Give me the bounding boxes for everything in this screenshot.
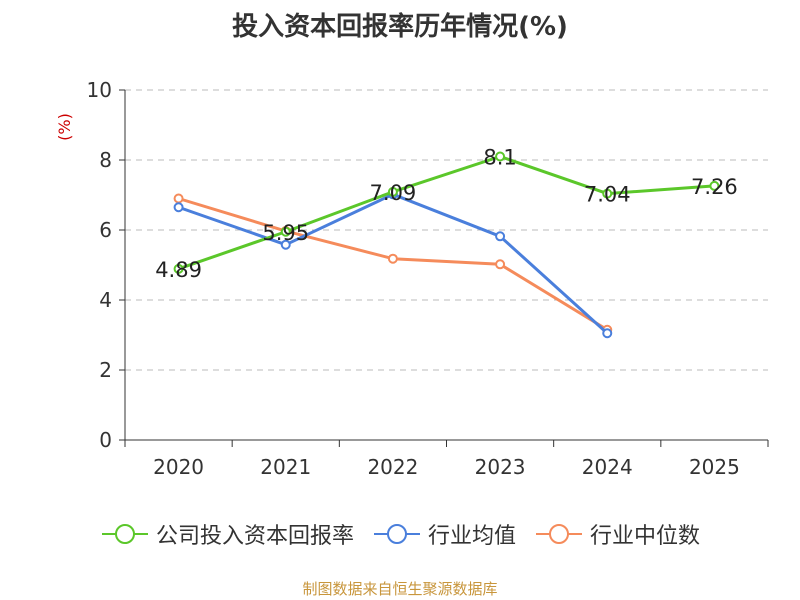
- data-point: [280, 239, 291, 250]
- legend-marker: [386, 524, 407, 544]
- legend-marker: [549, 524, 569, 544]
- y-tick-label: 10: [87, 78, 112, 102]
- chart-legend: 公司投入资本回报率 行业均值 行业中位数: [0, 518, 800, 550]
- data-point: [387, 186, 398, 197]
- data-point: [495, 259, 506, 270]
- legend-symbol-company: [101, 524, 148, 544]
- y-tick-label: 4: [99, 288, 112, 312]
- series-line-0: [178, 155, 715, 271]
- y-tick-label: 2: [99, 358, 112, 382]
- legend-label-industry-median: 行业中位数: [590, 524, 701, 549]
- data-point: [387, 253, 398, 264]
- data-point: [173, 202, 184, 213]
- data-label: 8.1: [483, 146, 516, 170]
- legend-symbol-industry-median: [536, 524, 582, 544]
- data-label: 7.26: [691, 175, 738, 199]
- legend-item-industry-mean[interactable]: 行业均值: [372, 518, 516, 550]
- data-point: [495, 151, 506, 162]
- data-point: [495, 231, 506, 242]
- legend-symbol-industry-mean: [373, 524, 420, 544]
- x-tick-label: 2024: [582, 455, 633, 479]
- legend-label-company: 公司投入资本回报率: [155, 524, 354, 549]
- legend-label-industry-mean: 行业均值: [427, 524, 516, 549]
- legend-item-industry-median[interactable]: 行业中位数: [534, 518, 700, 550]
- data-point: [602, 328, 613, 339]
- x-tick-label: 2022: [367, 455, 418, 479]
- data-point: [280, 226, 291, 237]
- y-axis-label: (%): [55, 113, 74, 141]
- x-tick-label: 2020: [153, 455, 204, 479]
- series-line-2: [178, 197, 609, 332]
- legend-marker: [114, 524, 135, 544]
- data-point: [709, 180, 720, 191]
- x-tick-label: 2021: [260, 455, 311, 479]
- data-label: 4.89: [155, 258, 202, 282]
- data-label: 5.95: [262, 221, 309, 245]
- data-point: [173, 193, 184, 204]
- x-tick-label: 2023: [475, 455, 526, 479]
- data-source-footer: 制图数据来自恒生聚源数据库: [302, 580, 498, 598]
- series-line-1: [178, 192, 609, 335]
- data-label: 7.09: [370, 181, 417, 205]
- data-label: 7.04: [584, 183, 631, 207]
- x-tick-label: 2025: [689, 455, 740, 479]
- legend-item-company[interactable]: 公司投入资本回报率: [100, 518, 354, 550]
- y-tick-label: 8: [99, 148, 112, 172]
- data-point: [173, 263, 184, 274]
- y-tick-label: 0: [99, 428, 112, 452]
- y-tick-label: 6: [99, 218, 112, 242]
- chart-title: 投入资本回报率历年情况(%): [232, 12, 568, 42]
- data-point: [602, 188, 613, 199]
